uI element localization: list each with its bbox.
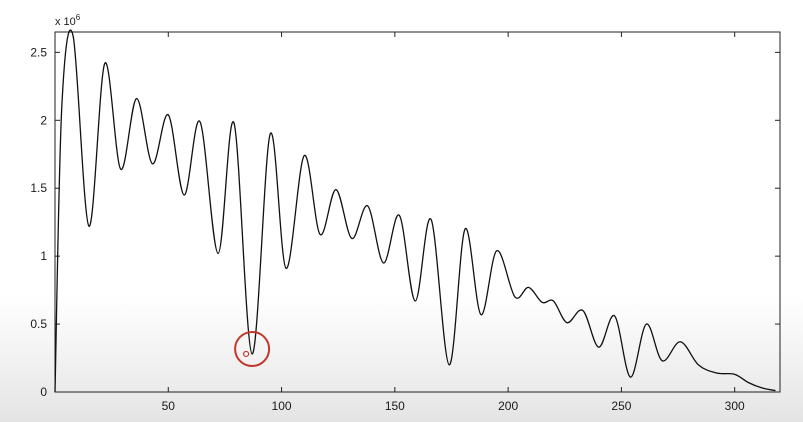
- axis-tick-labels: 50 100 150 200 250 300 0 0.5 1 1.5 2 2.5: [30, 45, 745, 413]
- series-line: [54, 29, 776, 393]
- x-tick-label: 200: [498, 399, 518, 413]
- x-tick-label: 300: [725, 399, 745, 413]
- plot-area-frame: [54, 31, 781, 393]
- x-tick-label: 100: [272, 399, 292, 413]
- x-tick-label: 50: [162, 399, 176, 413]
- highlight-marker: [234, 330, 271, 367]
- y-tick-label: 0: [40, 385, 47, 399]
- y-tick-label: 1.5: [30, 181, 47, 195]
- y-tick-label: 2: [40, 113, 47, 127]
- y-multiplier-label: x 106: [55, 13, 81, 28]
- highlight-point: [243, 350, 250, 358]
- y-tick-label: 2.5: [30, 45, 47, 59]
- axis-ticks: [55, 32, 780, 393]
- highlight-circle: [234, 330, 271, 367]
- x-tick-label: 250: [611, 399, 631, 413]
- y-tick-label: 0.5: [30, 317, 47, 331]
- y-tick-label: 1: [40, 249, 47, 263]
- x-tick-label: 150: [385, 399, 405, 413]
